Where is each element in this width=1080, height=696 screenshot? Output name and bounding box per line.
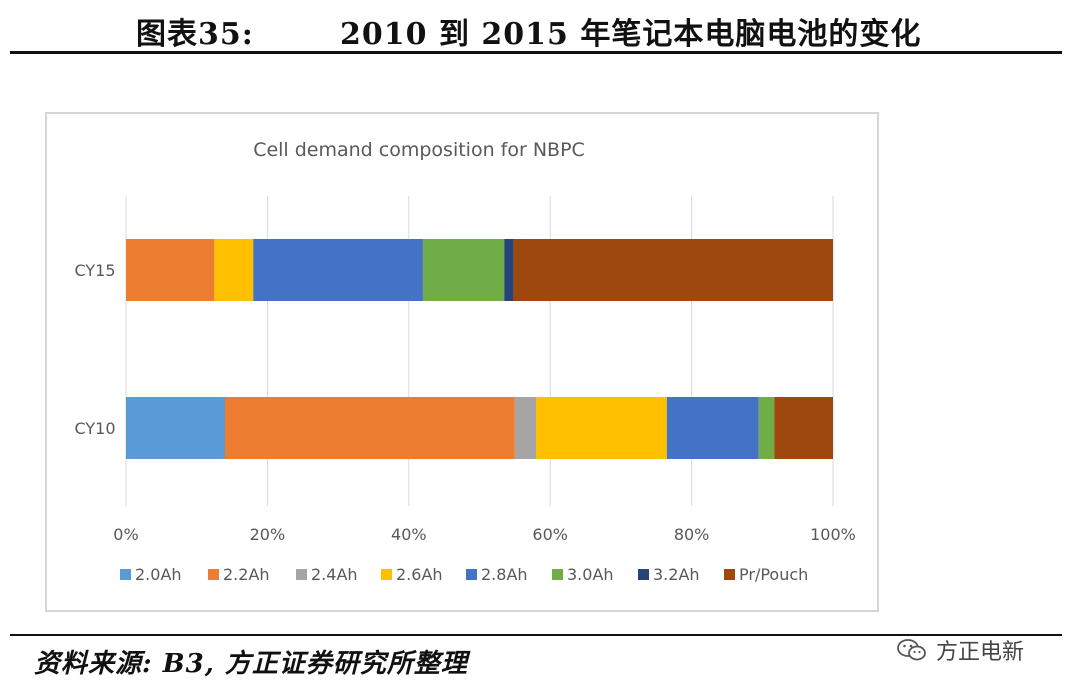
legend-label: 2.0Ah <box>135 565 182 584</box>
bar-segment <box>126 239 215 301</box>
bar-segment <box>253 239 423 301</box>
legend-swatch <box>724 569 735 580</box>
figure-title: 2010 到 2015 年笔记本电脑电池的变化 <box>340 17 922 52</box>
bar-segment <box>214 239 254 301</box>
figure-header: 图表35: 2010 到 2015 年笔记本电脑电池的变化 <box>0 0 1080 54</box>
stacked-bar-chart: Cell demand composition for NBPC 0% 20% 40%… <box>74 139 856 584</box>
header-rule <box>10 51 1062 54</box>
bar-segment <box>666 397 759 459</box>
category-label: CY10 <box>74 419 115 438</box>
legend-label: 2.6Ah <box>396 565 443 584</box>
legend-swatch <box>208 569 219 580</box>
bar-segment <box>513 239 833 301</box>
bar-segment <box>758 397 775 459</box>
chart-frame: Cell demand composition for NBPC 0% 20% 40%… <box>45 112 879 612</box>
x-tick-label: 40% <box>391 525 427 544</box>
bar-segment <box>536 397 667 459</box>
legend-swatch <box>120 569 131 580</box>
bar-segment <box>224 397 515 459</box>
legend-swatch <box>296 569 307 580</box>
x-tick-label: 100% <box>810 525 856 544</box>
legend-label: 2.8Ah <box>481 565 528 584</box>
x-tick-label: 60% <box>532 525 568 544</box>
legend-swatch <box>638 569 649 580</box>
bar-segment <box>504 239 514 301</box>
watermark: 方正电新 <box>896 633 1024 667</box>
chart-title: Cell demand composition for NBPC <box>253 139 585 161</box>
legend-label: 2.2Ah <box>223 565 270 584</box>
x-tick-label: 0% <box>113 525 138 544</box>
bar-segment <box>422 239 505 301</box>
bar-segment <box>126 397 225 459</box>
bar-segment <box>774 397 833 459</box>
bar-segment <box>514 397 537 459</box>
legend-label: 3.0Ah <box>567 565 614 584</box>
watermark-text: 方正电新 <box>936 640 1025 665</box>
legend-label: 2.4Ah <box>311 565 358 584</box>
legend-label: 3.2Ah <box>653 565 700 584</box>
legend-label: Pr/Pouch <box>739 565 808 584</box>
legend-swatch <box>552 569 563 580</box>
source-note: 资料来源: B3, 方正证券研究所整理 <box>34 649 468 679</box>
x-tick-label: 80% <box>674 525 710 544</box>
figure-label: 图表35: <box>136 17 254 52</box>
category-label: CY15 <box>74 261 115 280</box>
wechat-icon <box>897 639 926 661</box>
x-tick-label: 20% <box>250 525 286 544</box>
legend-swatch <box>381 569 392 580</box>
legend-swatch <box>466 569 477 580</box>
footer-rule <box>10 634 1062 636</box>
